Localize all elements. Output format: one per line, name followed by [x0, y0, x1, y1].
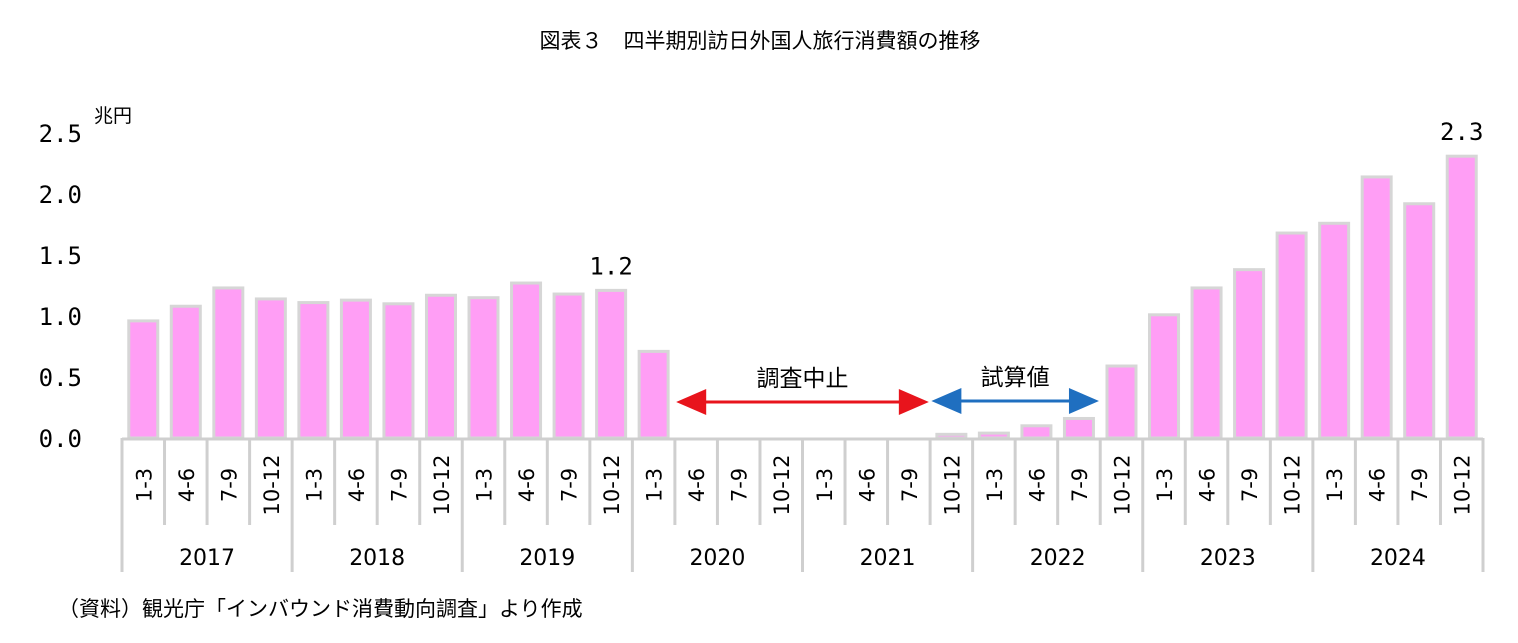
survey-suspended-arrow-head-left [676, 389, 707, 415]
survey-suspended-label: 調査中止 [757, 366, 849, 392]
quarter-label: 4-6 [515, 468, 539, 502]
year-label: 2020 [689, 546, 745, 571]
estimate-arrow-head-left [931, 388, 962, 414]
bar [1403, 202, 1436, 440]
bar [637, 349, 670, 440]
bar [935, 432, 968, 440]
bar [977, 431, 1010, 440]
bar [1318, 221, 1351, 440]
quarter-label: 10-12 [600, 454, 624, 515]
y-tick-label: 1.0 [39, 303, 82, 331]
quarter-label: 1-3 [1153, 468, 1177, 502]
bar [212, 286, 245, 440]
quarter-label: 10-12 [260, 454, 284, 515]
bar [510, 281, 543, 440]
data-label: 1.2 [589, 252, 632, 280]
quarter-label: 4-6 [1366, 468, 1390, 502]
bar [1190, 286, 1223, 440]
quarter-label: 10-12 [770, 454, 794, 515]
quarter-label: 7-9 [217, 468, 241, 502]
bar [1105, 364, 1138, 440]
bar [467, 296, 500, 440]
bar [1275, 231, 1308, 440]
bar [1020, 424, 1053, 440]
bar [254, 297, 287, 440]
quarter-label: 4-6 [685, 468, 709, 502]
bar [552, 292, 585, 440]
quarter-label: 7-9 [1068, 468, 1092, 502]
quarter-label: 4-6 [345, 468, 369, 502]
quarter-label: 1-3 [643, 468, 667, 502]
y-tick-label: 0.0 [39, 425, 82, 453]
quarter-label: 7-9 [728, 468, 752, 502]
bar [382, 302, 415, 440]
bar [595, 288, 628, 440]
quarter-label: 4-6 [855, 468, 879, 502]
quarter-label: 1-3 [473, 468, 497, 502]
bar [1233, 268, 1266, 440]
quarter-label: 7-9 [898, 468, 922, 502]
bar [1148, 313, 1181, 440]
y-tick-label: 2.5 [39, 120, 82, 148]
quarter-label: 1-3 [132, 468, 156, 502]
quarter-label: 10-12 [940, 454, 964, 515]
survey-suspended-arrow-head-right [898, 389, 929, 415]
estimate-label: 試算値 [981, 365, 1050, 391]
year-label: 2021 [860, 546, 916, 571]
quarter-label: 1-3 [1323, 468, 1347, 502]
quarter-label: 7-9 [387, 468, 411, 502]
quarter-label: 1-3 [983, 468, 1007, 502]
year-label: 2017 [179, 546, 235, 571]
quarter-label: 7-9 [1408, 468, 1432, 502]
year-label: 2018 [349, 546, 405, 571]
year-label: 2022 [1030, 546, 1086, 571]
quarter-label: 4-6 [175, 468, 199, 502]
bar [127, 319, 160, 440]
quarter-label: 10-12 [1110, 454, 1134, 515]
quarter-label: 4-6 [1025, 468, 1049, 502]
y-tick-label: 2.0 [39, 181, 82, 209]
bar [1360, 175, 1393, 440]
quarter-label: 7-9 [558, 468, 582, 502]
year-label: 2023 [1200, 546, 1256, 571]
quarter-label: 10-12 [1281, 454, 1305, 515]
bar [297, 301, 330, 440]
quarter-label: 4-6 [1196, 468, 1220, 502]
bar [1445, 154, 1478, 440]
bar [424, 293, 457, 440]
source-note: （資料）観光庁「インバウンド消費動向調査」より作成 [58, 597, 583, 621]
bar [169, 304, 202, 440]
quarter-label: 7-9 [1238, 468, 1262, 502]
bar [339, 298, 372, 440]
plot-area: 0.0 0.5 1.0 1.5 2.0 2.5 1-3 4-6 7-9 10-12 1-3 4-6 7-… [39, 118, 1485, 572]
data-label: 2.3 [1440, 118, 1483, 146]
y-tick-label: 1.5 [39, 242, 82, 270]
chart-title: 図表３ 四半期別訪日外国人旅行消費額の推移 [540, 29, 981, 53]
quarter-label: 10-12 [430, 454, 454, 515]
quarter-label: 1-3 [302, 468, 326, 502]
y-tick-label: 0.5 [39, 364, 82, 392]
estimate-arrow-head-right [1068, 388, 1099, 414]
y-unit-label: 兆円 [94, 105, 132, 127]
quarter-label: 1-3 [813, 468, 837, 502]
year-label: 2024 [1370, 546, 1426, 571]
quarter-label: 10-12 [1451, 454, 1475, 515]
year-label: 2019 [519, 546, 575, 571]
bar [1062, 416, 1095, 440]
